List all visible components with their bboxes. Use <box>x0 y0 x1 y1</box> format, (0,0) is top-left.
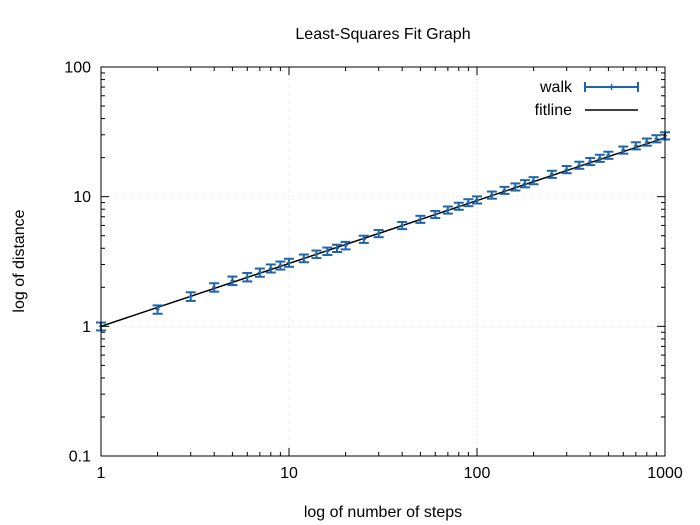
walk-point <box>585 156 596 167</box>
x-tick-label: 1000 <box>647 465 683 482</box>
walk-point <box>442 205 453 215</box>
walk-point <box>486 190 497 200</box>
y-tick-label: 100 <box>64 60 91 77</box>
walk-point <box>322 246 333 256</box>
walk-point <box>275 260 286 271</box>
walk-point <box>528 176 539 186</box>
legend-item-walk: walk <box>539 79 639 96</box>
x-tick-label: 1 <box>97 465 106 482</box>
walk-point <box>630 141 641 151</box>
walk-point <box>641 137 652 147</box>
walk-point <box>340 240 351 251</box>
axis-ticks: 1 10 100 1000 0.1 1 10 100 <box>64 60 683 483</box>
y-tick-label: 1 <box>82 319 91 336</box>
x-axis-label: log of number of steps <box>304 504 462 521</box>
walk-point <box>561 165 572 175</box>
walk-point <box>594 153 605 163</box>
walk-point <box>453 201 464 211</box>
plot-frame <box>100 66 666 457</box>
walk-point <box>152 304 163 315</box>
walk-point <box>265 263 276 274</box>
walk-point <box>227 275 238 287</box>
walk-point <box>373 229 384 239</box>
walk-point <box>499 185 510 195</box>
walk-point <box>185 291 196 302</box>
y-tick-label: 10 <box>73 189 91 206</box>
walk-point <box>284 257 294 268</box>
legend: walk fitline <box>535 79 639 119</box>
walk-point <box>463 198 474 208</box>
walk-point <box>311 249 322 260</box>
walk-point <box>415 214 426 224</box>
walk-point <box>510 182 521 192</box>
walk-point <box>651 134 662 144</box>
walk-point <box>519 179 530 189</box>
x-tick-label: 10 <box>280 465 298 482</box>
fitline-series <box>100 136 666 328</box>
walk-point <box>298 253 309 264</box>
walk-point <box>397 220 408 231</box>
grid <box>100 66 666 457</box>
y-axis-label: log of distance <box>11 209 28 312</box>
walk-point <box>209 282 220 293</box>
y-tick-label: 0.1 <box>69 449 91 466</box>
walk-point <box>430 209 441 220</box>
fitline-line <box>100 136 666 328</box>
chart-title: Least-Squares Fit Graph <box>295 26 470 43</box>
walk-point <box>603 150 614 160</box>
walk-point <box>331 243 342 254</box>
legend-label-walk: walk <box>539 79 573 96</box>
walk-point <box>472 195 482 205</box>
legend-item-fitline: fitline <box>535 102 638 119</box>
walk-series <box>96 131 670 332</box>
walk-point <box>618 145 629 155</box>
x-tick-label: 100 <box>464 465 491 482</box>
walk-point <box>254 267 265 278</box>
walk-point <box>546 169 557 179</box>
walk-point <box>358 234 369 244</box>
walk-point <box>242 271 253 283</box>
walk-point <box>574 160 585 170</box>
legend-label-fitline: fitline <box>535 102 572 119</box>
